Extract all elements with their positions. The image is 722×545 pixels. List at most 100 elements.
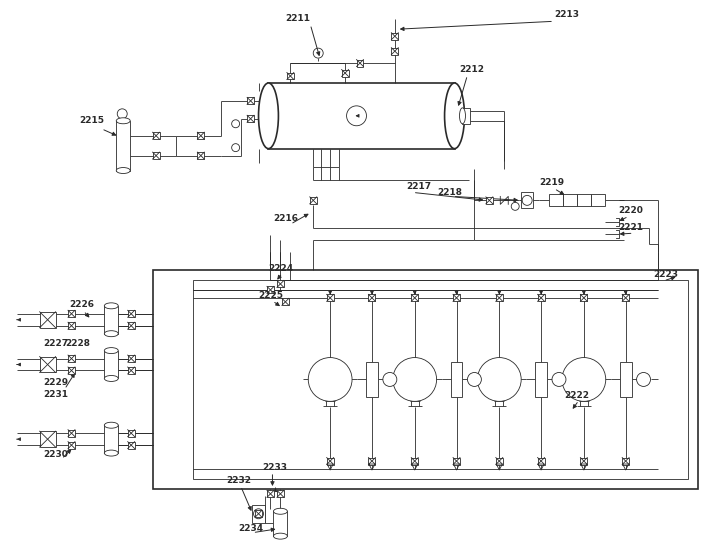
Bar [622,294,629,301]
Bar [538,294,544,301]
Bar [282,298,289,305]
Bar [538,458,544,464]
Bar [68,310,75,317]
Ellipse shape [258,83,279,149]
Bar [116,121,130,171]
Ellipse shape [104,331,118,337]
Bar [287,72,294,80]
Bar [40,431,56,447]
Bar [549,195,563,207]
Circle shape [308,358,352,401]
Circle shape [117,109,127,119]
Bar [277,490,284,498]
Circle shape [552,372,566,386]
Bar [104,350,118,378]
Bar [152,152,160,159]
Circle shape [232,120,240,128]
Bar [247,116,254,122]
Bar [463,108,471,124]
Circle shape [477,358,521,401]
Text: 2229: 2229 [43,378,69,387]
Text: 2227: 2227 [43,339,69,348]
Bar [267,287,274,293]
Bar [197,132,204,139]
Bar [577,195,591,207]
Text: 2215: 2215 [79,116,105,125]
Text: 2221: 2221 [619,223,644,232]
Circle shape [347,106,367,126]
Circle shape [562,358,606,401]
Ellipse shape [445,83,464,149]
Bar [104,306,118,334]
Bar [128,355,135,362]
Bar [197,152,204,159]
Text: 2231: 2231 [43,390,69,399]
Text: 2223: 2223 [653,270,679,280]
Circle shape [383,372,397,386]
Text: 2212: 2212 [459,64,484,74]
Bar [247,98,254,104]
Bar [453,458,460,464]
Bar [366,361,378,397]
Bar [535,361,547,397]
Text: 2226: 2226 [69,300,95,310]
Bar [128,310,135,317]
Circle shape [313,48,323,58]
Text: 2213: 2213 [554,10,579,19]
Bar [412,294,418,301]
Bar [342,70,349,76]
Bar [68,429,75,437]
Ellipse shape [104,348,118,354]
Bar [412,458,418,464]
Ellipse shape [274,508,287,514]
Bar [193,280,688,479]
Circle shape [393,358,437,401]
Text: 2219: 2219 [539,178,564,187]
Bar [267,490,274,498]
Circle shape [511,202,519,210]
Text: 2232: 2232 [227,476,252,486]
Bar [496,458,503,464]
Ellipse shape [104,303,118,309]
Bar [580,458,587,464]
Text: 2222: 2222 [564,391,589,400]
Bar [40,356,56,372]
Bar [274,511,287,536]
Ellipse shape [459,108,466,124]
Bar [277,281,284,287]
Text: 2216: 2216 [274,214,298,223]
Bar [326,458,334,464]
Bar [68,355,75,362]
Circle shape [467,372,482,386]
Ellipse shape [116,167,130,173]
Bar [453,294,460,301]
Bar [496,294,503,301]
Bar [451,361,463,397]
Ellipse shape [116,118,130,124]
Bar [357,59,363,66]
Text: 2233: 2233 [263,463,287,471]
Bar [269,83,455,149]
Bar [152,132,160,139]
Ellipse shape [104,422,118,428]
Circle shape [253,509,264,519]
Text: 2220: 2220 [619,206,643,215]
Bar [310,197,317,204]
Text: 2230: 2230 [43,450,69,458]
Bar [391,33,399,40]
Bar [104,425,118,453]
Bar [580,294,587,301]
Bar [619,361,632,397]
Ellipse shape [104,376,118,382]
Bar [68,367,75,374]
Bar [68,322,75,329]
Bar [368,458,375,464]
Bar [326,294,334,301]
Bar [128,441,135,449]
Bar [521,192,533,208]
Circle shape [232,144,240,152]
Text: 2211: 2211 [285,14,310,23]
Circle shape [637,372,651,386]
Text: 2224: 2224 [269,264,294,272]
Bar [128,367,135,374]
